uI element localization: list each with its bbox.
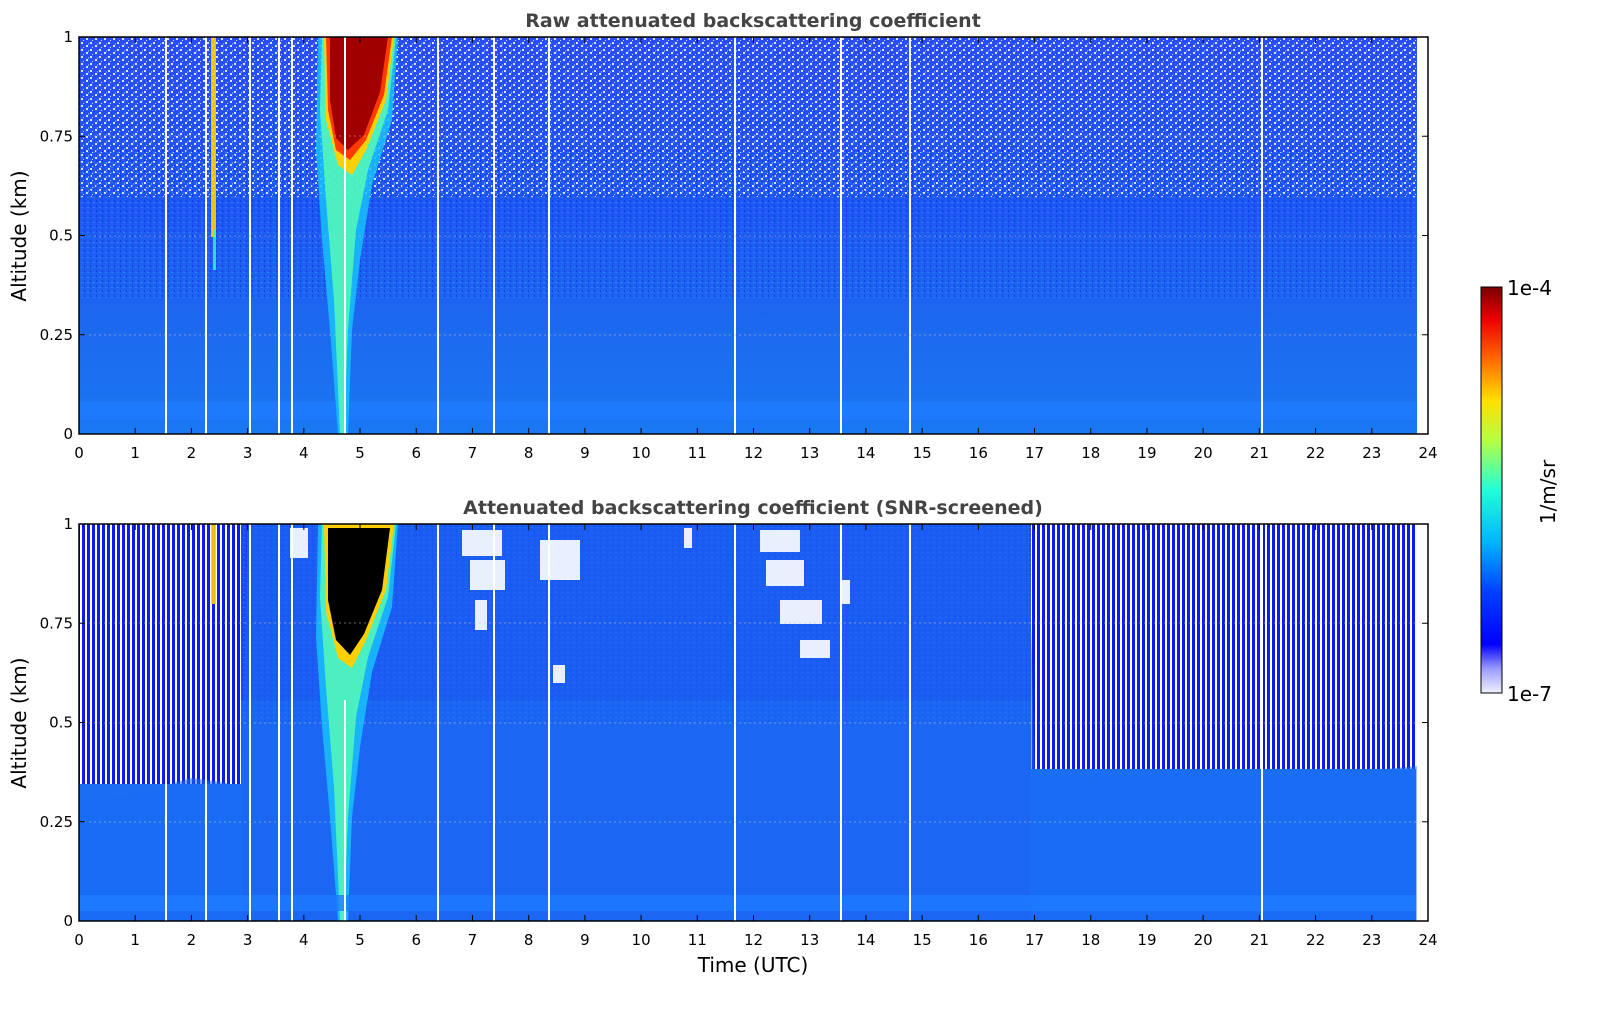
x-tick-label: 20 [1194, 931, 1213, 949]
x-tick-label: 14 [856, 444, 875, 462]
x-tick-label: 19 [1137, 444, 1156, 462]
x-tick-label: 1 [130, 444, 140, 462]
x-tick-label: 16 [969, 444, 988, 462]
x-tick-label: 17 [1025, 444, 1044, 462]
colorbar-unit-label: 1/m/sr [1536, 459, 1560, 524]
x-tick-label: 6 [411, 444, 421, 462]
x-tick-label: 18 [1081, 444, 1100, 462]
colorbar-max-label: 1e-4 [1507, 276, 1552, 300]
colorbar-gradient [1480, 286, 1503, 694]
raw-y-ticks: 0 0.25 0.5 0.75 1 [40, 28, 1428, 443]
x-tick-label: 2 [187, 444, 197, 462]
x-tick-label: 16 [969, 931, 988, 949]
colorbar: 1e-4 1e-7 1/m/sr [1480, 276, 1560, 706]
screened-y-axis-label: Altitude (km) [7, 657, 31, 788]
x-tick-label: 15 [913, 931, 932, 949]
screened-stripes-left [79, 524, 241, 784]
raw-panel-title: Raw attenuated backscattering coefficien… [525, 10, 981, 32]
x-tick-label: 12 [744, 931, 763, 949]
x-tick-label: 3 [243, 931, 253, 949]
x-tick-label: 24 [1418, 444, 1437, 462]
x-tick-label: 24 [1418, 931, 1437, 949]
x-tick-label: 4 [299, 444, 309, 462]
x-tick-label: 13 [800, 931, 819, 949]
x-tick-label: 1 [130, 931, 140, 949]
screened-panel: Attenuated backscattering coefficient (S… [7, 497, 1438, 977]
screened-stripes-right [1031, 524, 1416, 769]
x-tick-label: 5 [355, 444, 365, 462]
x-tick-label: 5 [355, 931, 365, 949]
y-tick-label: 0.75 [40, 127, 73, 145]
x-tick-label: 13 [800, 444, 819, 462]
y-tick-label: 0 [63, 425, 73, 443]
x-tick-label: 0 [74, 931, 84, 949]
x-tick-label: 10 [632, 444, 651, 462]
screened-y-ticks: 0 0.25 0.5 0.75 1 [40, 515, 1428, 930]
y-tick-label: 1 [63, 28, 73, 46]
x-tick-label: 22 [1306, 931, 1325, 949]
x-tick-label: 18 [1081, 931, 1100, 949]
raw-panel: Raw attenuated backscattering coefficien… [7, 10, 1438, 462]
x-tick-label: 7 [468, 444, 478, 462]
y-tick-label: 0.5 [49, 714, 73, 732]
x-tick-label: 23 [1362, 931, 1381, 949]
screened-panel-title: Attenuated backscattering coefficient (S… [463, 497, 1043, 519]
y-tick-label: 0 [63, 912, 73, 930]
x-tick-label: 6 [411, 931, 421, 949]
x-tick-label: 19 [1137, 931, 1156, 949]
x-tick-label: 10 [632, 931, 651, 949]
y-tick-label: 1 [63, 515, 73, 533]
x-tick-label: 2 [187, 931, 197, 949]
x-tick-label: 20 [1194, 444, 1213, 462]
x-tick-label: 22 [1306, 444, 1325, 462]
x-tick-label: 8 [524, 931, 534, 949]
x-tick-label: 21 [1250, 931, 1269, 949]
x-tick-label: 4 [299, 931, 309, 949]
x-tick-label: 3 [243, 444, 253, 462]
raw-y-axis-label: Altitude (km) [7, 170, 31, 301]
colorbar-min-label: 1e-7 [1507, 682, 1552, 706]
x-tick-label: 7 [468, 931, 478, 949]
x-tick-label: 17 [1025, 931, 1044, 949]
raw-x-ticks: 0 1 2 3 4 5 6 7 8 9 10 11 12 13 14 15 16 17 18 19 20 21 22 23 24 [74, 37, 1438, 462]
y-tick-label: 0.25 [40, 326, 73, 344]
raw-surface-layer [79, 402, 1416, 420]
raw-thin-feature [211, 37, 216, 237]
screened-x-ticks: 0 1 2 3 4 5 6 7 8 9 10 11 12 13 14 15 16 17 18 19 20 21 22 23 24 [74, 524, 1438, 949]
screened-surface-layer [79, 895, 1416, 911]
x-tick-label: 14 [856, 931, 875, 949]
y-tick-label: 0.75 [40, 614, 73, 632]
x-tick-label: 0 [74, 444, 84, 462]
x-tick-label: 8 [524, 444, 534, 462]
y-tick-label: 0.25 [40, 813, 73, 831]
x-tick-label: 11 [688, 931, 707, 949]
raw-noise-band-lower [79, 150, 1416, 300]
y-tick-label: 0.5 [49, 227, 73, 245]
screened-top-boundary [79, 524, 1417, 921]
x-tick-label: 9 [580, 444, 590, 462]
x-tick-label: 12 [744, 444, 763, 462]
screened-white-blobs [290, 528, 850, 683]
x-tick-label: 21 [1250, 444, 1269, 462]
x-tick-label: 23 [1362, 444, 1381, 462]
x-tick-label: 9 [580, 931, 590, 949]
x-axis-label: Time (UTC) [697, 953, 809, 977]
x-tick-label: 15 [913, 444, 932, 462]
x-tick-label: 11 [688, 444, 707, 462]
